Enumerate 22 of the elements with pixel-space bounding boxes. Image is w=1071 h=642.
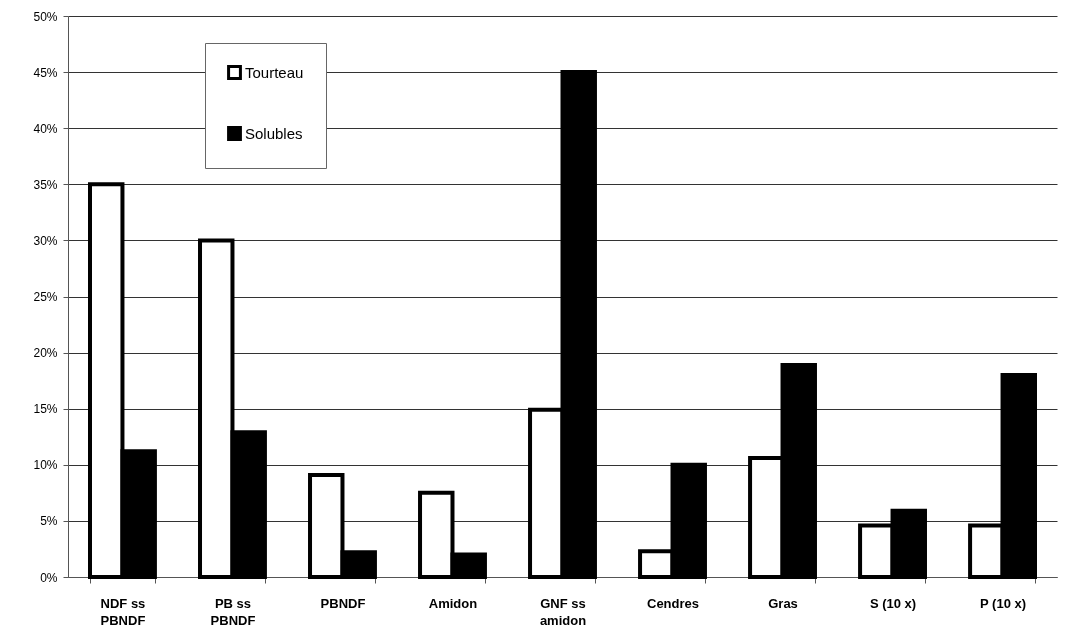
y-tick-label: 45% [33, 65, 58, 80]
x-tick-label: NDF ss PBNDF [100, 595, 146, 628]
y-tick-label: 30% [33, 233, 58, 248]
y-tick-label: 25% [33, 290, 58, 304]
y-tick-label: 50% [33, 9, 58, 24]
x-tick-label: PB ss PBNDF [210, 595, 256, 628]
legend-label: Solubles [245, 124, 303, 142]
x-tick-label: Gras [768, 595, 798, 611]
x-tick-label: PBNDF [320, 595, 366, 611]
y-tick-label: 35% [33, 177, 58, 192]
y-tick-label: 5% [40, 514, 58, 529]
x-tick-label: Amidon [428, 595, 478, 611]
x-tick-label: GNF ss amidon [539, 595, 587, 628]
y-tick-label: 40% [33, 121, 58, 136]
y-tick-label: 10% [33, 458, 58, 473]
x-tick-label: P (10 x) [980, 595, 1027, 611]
legend-label: Tourteau [245, 63, 304, 81]
x-tick-label: S (10 x) [869, 595, 917, 611]
y-tick-label: 0% [40, 570, 58, 585]
x-tick-label: Cendres [647, 595, 700, 611]
y-tick-label: 15% [33, 402, 58, 417]
y-tick-label: 20% [33, 346, 58, 361]
